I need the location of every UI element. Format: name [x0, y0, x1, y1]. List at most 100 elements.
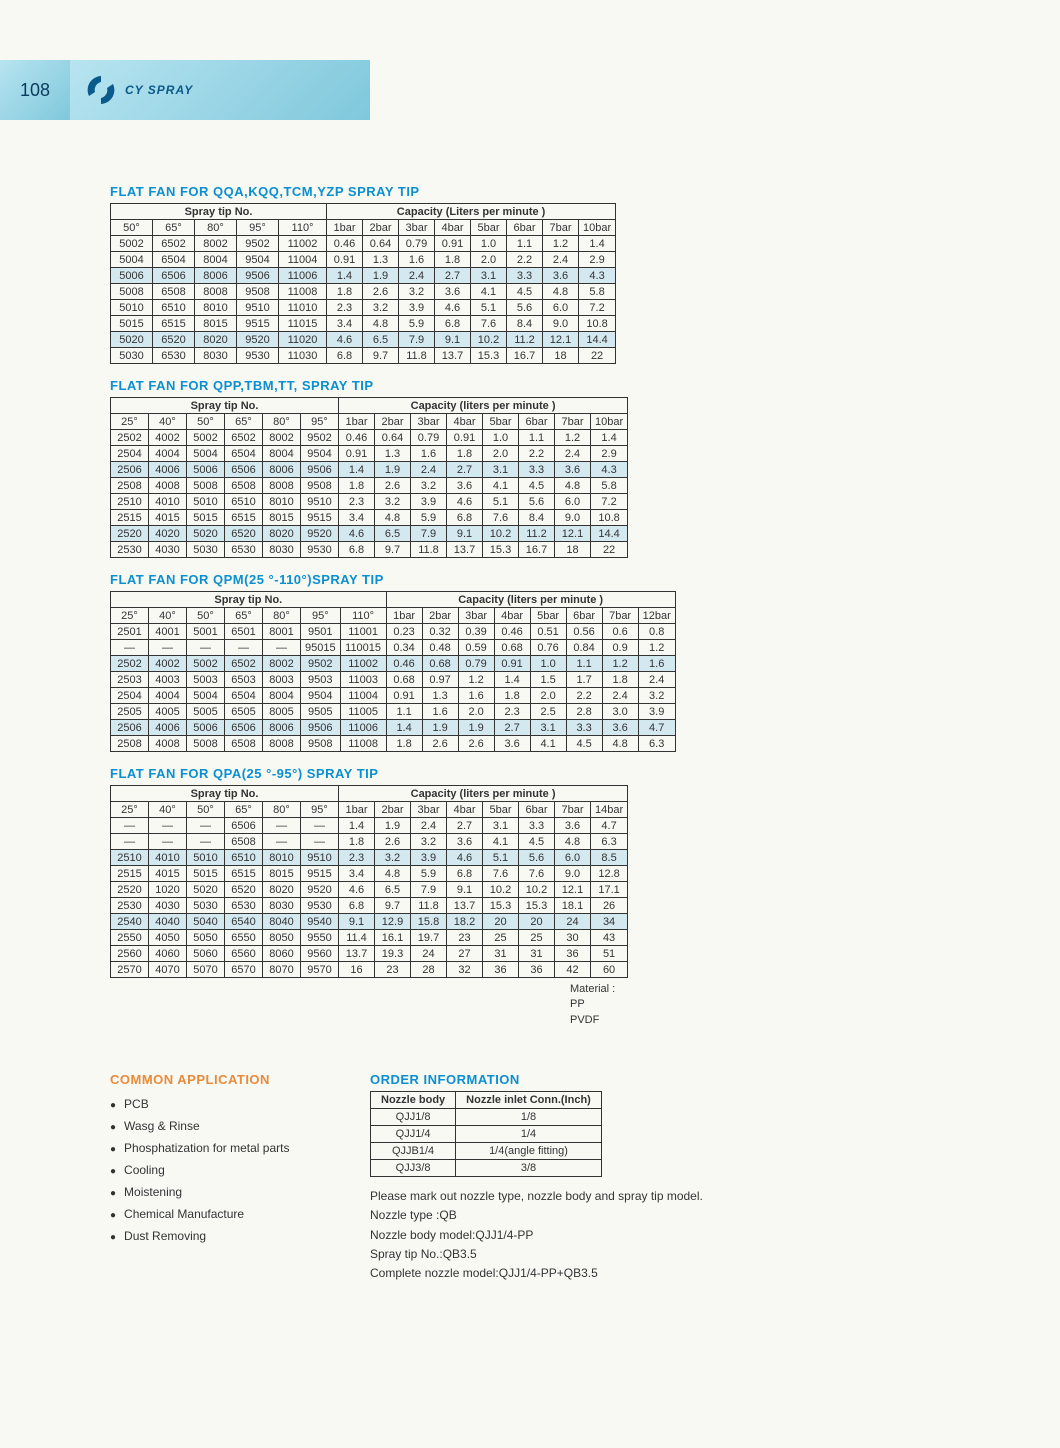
cap-cell: 4.6 [339, 526, 375, 542]
bar-header: 3bar [411, 414, 447, 430]
table-row: 2502400250026502800295020.460.640.790.91… [111, 430, 628, 446]
cap-cell: 0.79 [411, 430, 447, 446]
bar-header: 3bar [458, 608, 494, 624]
cap-cell: 4.8 [602, 736, 638, 752]
tip-cell: 9504 [301, 688, 341, 704]
tip-cell: 8006 [263, 720, 301, 736]
order-header: Nozzle inlet Conn.(Inch) [456, 1092, 602, 1109]
tip-cell: 9504 [301, 446, 339, 462]
tip-cell: 5030 [187, 898, 225, 914]
tip-cell: 8030 [263, 542, 301, 558]
tip-cell: 11008 [340, 736, 386, 752]
tip-cell: 6501 [225, 624, 263, 640]
cap-cell: 1.3 [422, 688, 458, 704]
table-row: 2510401050106510801095102.33.23.94.65.15… [111, 494, 628, 510]
cap-cell: 0.79 [458, 656, 494, 672]
cap-cell: 2.7 [494, 720, 530, 736]
tip-cell: 5040 [187, 914, 225, 930]
cap-cell: 1.3 [375, 446, 411, 462]
cap-cell: 2.3 [327, 300, 363, 316]
tip-cell: — [263, 818, 301, 834]
angle-header: 95° [237, 220, 279, 236]
tip-cell: 11004 [340, 688, 386, 704]
cap-cell: 10.2 [483, 526, 519, 542]
tip-cell: 4004 [149, 446, 187, 462]
bar-header: 4bar [494, 608, 530, 624]
tip-cell: 5006 [187, 720, 225, 736]
cap-cell: 2.4 [602, 688, 638, 704]
cap-cell: 3.3 [507, 268, 543, 284]
tip-cell: — [111, 640, 149, 656]
bar-header: 6bar [507, 220, 543, 236]
cap-cell: 1.4 [579, 236, 616, 252]
cap-cell: 8.4 [507, 316, 543, 332]
cap-cell: 1.1 [507, 236, 543, 252]
tip-cell: — [225, 640, 263, 656]
cap-cell: 4.8 [555, 478, 591, 494]
tip-cell: 8001 [263, 624, 301, 640]
cap-cell: 1.4 [339, 818, 375, 834]
cap-cell: 4.7 [591, 818, 628, 834]
tip-cell: 6560 [225, 946, 263, 962]
tip-cell: 5030 [187, 542, 225, 558]
tip-cell: 9505 [301, 704, 341, 720]
tip-cell: — [149, 818, 187, 834]
bar-header: 6bar [566, 608, 602, 624]
cap-cell: 0.91 [435, 236, 471, 252]
cap-cell: 34 [591, 914, 628, 930]
cap-cell: 1.8 [339, 478, 375, 494]
tip-cell: 11015 [279, 316, 327, 332]
tip-cell: 11005 [340, 704, 386, 720]
cap-cell: 2.0 [458, 704, 494, 720]
tip-cell: 9506 [301, 462, 339, 478]
cap-cell: 1.8 [447, 446, 483, 462]
angle-header: 40° [149, 802, 187, 818]
cap-cell: 3.1 [530, 720, 566, 736]
tip-cell: 8015 [263, 510, 301, 526]
tip-cell: 8030 [263, 898, 301, 914]
tip-cell: 9530 [301, 542, 339, 558]
order-info-title: ORDER INFORMATION [370, 1072, 950, 1087]
cap-cell: 6.0 [555, 850, 591, 866]
cap-cell: 13.7 [447, 542, 483, 558]
table1: Spray tip No.Capacity (Liters per minute… [110, 203, 616, 364]
brand-name: CY SPRAY [125, 83, 193, 97]
tip-cell: 9508 [301, 478, 339, 494]
cap-cell: 31 [519, 946, 555, 962]
tip-cell: 4015 [149, 866, 187, 882]
tip-cell: 8030 [195, 348, 237, 364]
cap-cell: 1.4 [339, 462, 375, 478]
cap-cell: 11.2 [507, 332, 543, 348]
cap-cell: 0.9 [602, 640, 638, 656]
cap-cell: 4.7 [638, 720, 675, 736]
tip-cell: 9515 [301, 510, 339, 526]
cap-cell: 13.7 [447, 898, 483, 914]
tip-cell: 11006 [340, 720, 386, 736]
cap-cell: 5.1 [471, 300, 507, 316]
tip-cell: 4001 [149, 624, 187, 640]
cap-cell: 24 [411, 946, 447, 962]
tip-cell: 6510 [225, 494, 263, 510]
cap-cell: 2.2 [507, 252, 543, 268]
angle-header: 40° [149, 608, 187, 624]
cap-cell: 11.8 [411, 898, 447, 914]
angle-header: 50° [187, 802, 225, 818]
tip-cell: 2508 [111, 736, 149, 752]
cap-cell: 3.9 [638, 704, 675, 720]
angle-header: 25° [111, 802, 149, 818]
cap-cell: 4.3 [579, 268, 616, 284]
cap-cell: 1.4 [494, 672, 530, 688]
cap-cell: 5.6 [519, 850, 555, 866]
tip-cell: 11020 [279, 332, 327, 348]
common-app-title: COMMON APPLICATION [110, 1072, 330, 1087]
tip-cell: 2506 [111, 462, 149, 478]
cap-cell: 11.8 [411, 542, 447, 558]
brand-logo-icon [85, 74, 117, 106]
cap-cell: 20 [483, 914, 519, 930]
tip-cell: 6508 [225, 478, 263, 494]
tip-cell: 8006 [263, 462, 301, 478]
cap-cell: 9.0 [543, 316, 579, 332]
cap-cell: 0.68 [422, 656, 458, 672]
tip-cell: 5060 [187, 946, 225, 962]
cap-cell: 0.56 [566, 624, 602, 640]
